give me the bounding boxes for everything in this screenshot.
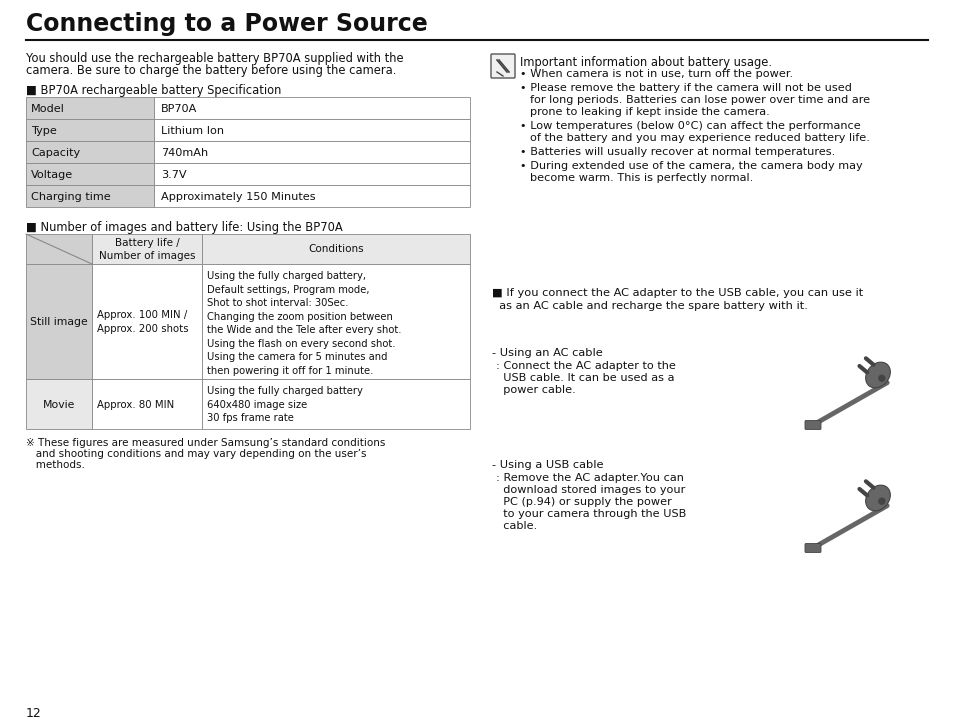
- Bar: [153, 97, 470, 119]
- Text: ■ If you connect the AC adapter to the USB cable, you can use it: ■ If you connect the AC adapter to the U…: [492, 288, 862, 298]
- Text: 3.7V: 3.7V: [161, 169, 187, 179]
- Text: ■ BP70A rechargeable battery Specification: ■ BP70A rechargeable battery Specificati…: [26, 84, 281, 97]
- Bar: [26, 264, 91, 379]
- Text: Connecting to a Power Source: Connecting to a Power Source: [26, 12, 427, 36]
- Bar: [26, 97, 153, 119]
- Text: Using the fully charged battery
640x480 image size
30 fps frame rate: Using the fully charged battery 640x480 …: [207, 386, 362, 423]
- Text: : Connect the AC adapter to the: : Connect the AC adapter to the: [496, 361, 675, 371]
- Ellipse shape: [864, 362, 889, 388]
- Text: Capacity: Capacity: [30, 148, 80, 158]
- Text: - Using an AC cable: - Using an AC cable: [492, 348, 602, 358]
- Bar: [202, 234, 470, 264]
- FancyBboxPatch shape: [804, 420, 821, 430]
- Text: prone to leaking if kept inside the camera.: prone to leaking if kept inside the came…: [530, 107, 769, 117]
- Bar: [91, 379, 202, 429]
- Text: • Batteries will usually recover at normal temperatures.: • Batteries will usually recover at norm…: [519, 147, 835, 157]
- Bar: [26, 234, 91, 264]
- Bar: [153, 163, 470, 185]
- Circle shape: [878, 375, 883, 381]
- Bar: [26, 119, 153, 141]
- Text: Voltage: Voltage: [30, 169, 73, 179]
- Bar: [26, 163, 153, 185]
- Text: cable.: cable.: [496, 521, 537, 531]
- Text: Charging time: Charging time: [30, 192, 111, 202]
- Text: Battery life /
Number of images: Battery life / Number of images: [99, 238, 195, 261]
- Bar: [202, 264, 470, 379]
- Text: Important information about battery usage.: Important information about battery usag…: [519, 56, 771, 69]
- FancyBboxPatch shape: [491, 54, 515, 78]
- Text: : Remove the AC adapter.You can: : Remove the AC adapter.You can: [496, 473, 683, 483]
- Text: Approximately 150 Minutes: Approximately 150 Minutes: [161, 192, 315, 202]
- Bar: [26, 185, 153, 207]
- Text: Movie: Movie: [43, 400, 75, 410]
- Text: USB cable. It can be used as a: USB cable. It can be used as a: [496, 373, 674, 383]
- Bar: [153, 119, 470, 141]
- FancyBboxPatch shape: [804, 544, 821, 552]
- Text: 740mAh: 740mAh: [161, 148, 208, 158]
- Text: You should use the rechargeable battery BP70A supplied with the: You should use the rechargeable battery …: [26, 52, 403, 65]
- Text: ※ These figures are measured under Samsung’s standard conditions: ※ These figures are measured under Samsu…: [26, 438, 385, 448]
- Text: to your camera through the USB: to your camera through the USB: [496, 509, 685, 519]
- Text: Still image: Still image: [30, 317, 88, 327]
- Bar: [26, 379, 91, 429]
- Text: and shooting conditions and may vary depending on the user’s: and shooting conditions and may vary dep…: [26, 449, 366, 459]
- Text: • Low temperatures (below 0°C) can affect the performance: • Low temperatures (below 0°C) can affec…: [519, 121, 860, 131]
- Text: become warm. This is perfectly normal.: become warm. This is perfectly normal.: [530, 173, 753, 183]
- Circle shape: [878, 498, 883, 504]
- Bar: [91, 264, 202, 379]
- Text: camera. Be sure to charge the battery before using the camera.: camera. Be sure to charge the battery be…: [26, 64, 395, 77]
- Text: - Using a USB cable: - Using a USB cable: [492, 460, 603, 470]
- Text: Model: Model: [30, 104, 65, 114]
- Ellipse shape: [864, 485, 889, 511]
- Text: Lithium Ion: Lithium Ion: [161, 125, 224, 135]
- Text: • When camera is not in use, turn off the power.: • When camera is not in use, turn off th…: [519, 69, 792, 79]
- Text: Approx. 100 MIN /
Approx. 200 shots: Approx. 100 MIN / Approx. 200 shots: [97, 310, 189, 334]
- Text: Conditions: Conditions: [308, 245, 363, 254]
- Text: as an AC cable and recharge the spare battery with it.: as an AC cable and recharge the spare ba…: [492, 301, 807, 311]
- Bar: [153, 141, 470, 163]
- Bar: [202, 379, 470, 429]
- Text: BP70A: BP70A: [161, 104, 197, 114]
- Text: 12: 12: [26, 707, 42, 720]
- Bar: [26, 141, 153, 163]
- Text: ■ Number of images and battery life: Using the BP70A: ■ Number of images and battery life: Usi…: [26, 221, 342, 234]
- Text: PC (p.94) or supply the power: PC (p.94) or supply the power: [496, 497, 671, 507]
- Text: methods.: methods.: [26, 460, 85, 470]
- Text: of the battery and you may experience reduced battery life.: of the battery and you may experience re…: [530, 133, 869, 143]
- Bar: [91, 234, 202, 264]
- Bar: [153, 185, 470, 207]
- Text: • During extended use of the camera, the camera body may: • During extended use of the camera, the…: [519, 161, 862, 171]
- Text: Type: Type: [30, 125, 57, 135]
- Text: • Please remove the battery if the camera will not be used: • Please remove the battery if the camer…: [519, 83, 851, 93]
- Text: download stored images to your: download stored images to your: [496, 485, 684, 495]
- Text: for long periods. Batteries can lose power over time and are: for long periods. Batteries can lose pow…: [530, 95, 869, 105]
- Text: Using the fully charged battery,
Default settings, Program mode,
Shot to shot in: Using the fully charged battery, Default…: [207, 271, 401, 376]
- Text: power cable.: power cable.: [496, 385, 576, 395]
- Text: Approx. 80 MIN: Approx. 80 MIN: [97, 400, 174, 410]
